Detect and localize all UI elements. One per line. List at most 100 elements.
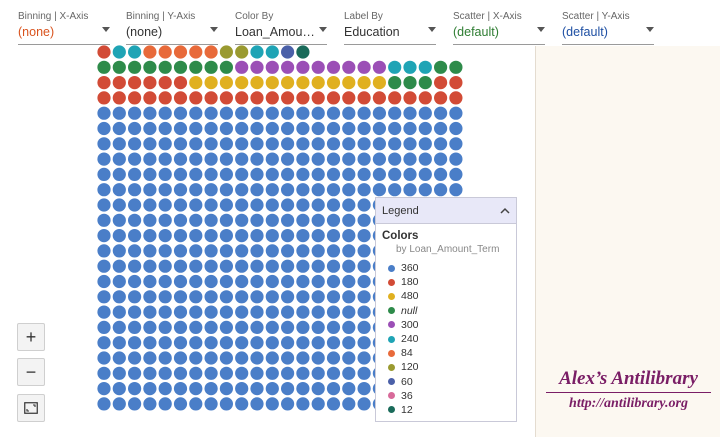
unit-dot[interactable] xyxy=(128,336,142,350)
unit-dot[interactable] xyxy=(189,121,203,136)
scatter-y-axis-select[interactable]: Scatter | Y-Axis (default) xyxy=(562,10,654,45)
unit-dot[interactable] xyxy=(97,106,111,120)
unit-dot[interactable] xyxy=(128,382,142,396)
unit-dot[interactable] xyxy=(112,397,126,411)
unit-dot[interactable] xyxy=(326,183,341,197)
unit-dot[interactable] xyxy=(143,183,157,197)
unit-dot[interactable] xyxy=(281,152,295,166)
unit-dot[interactable] xyxy=(235,320,249,334)
unit-dot[interactable] xyxy=(204,137,218,151)
unit-dot[interactable] xyxy=(449,60,463,74)
unit-dot[interactable] xyxy=(449,152,463,166)
unit-dot[interactable] xyxy=(265,397,279,411)
unit-dot[interactable] xyxy=(342,290,356,304)
unit-dot[interactable] xyxy=(296,183,310,197)
unit-dot[interactable] xyxy=(235,290,249,304)
unit-dot[interactable] xyxy=(219,229,233,243)
unit-dot[interactable] xyxy=(128,229,142,243)
binning-y-axis-select[interactable]: Binning | Y-Axis (none) xyxy=(126,10,218,45)
unit-dot[interactable] xyxy=(342,382,356,396)
unit-dot[interactable] xyxy=(235,244,249,258)
unit-dot[interactable] xyxy=(388,121,402,136)
unit-dot[interactable] xyxy=(311,366,325,380)
unit-dot[interactable] xyxy=(342,366,356,380)
unit-dot[interactable] xyxy=(97,183,111,197)
unit-dot[interactable] xyxy=(204,229,218,243)
unit-dot[interactable] xyxy=(235,213,249,227)
unit-dot[interactable] xyxy=(173,336,188,350)
unit-dot[interactable] xyxy=(143,152,157,166)
binning-x-axis-select[interactable]: Binning | X-Axis (none) xyxy=(18,10,110,45)
unit-dot[interactable] xyxy=(265,351,279,365)
unit-dot[interactable] xyxy=(372,137,386,151)
unit-dot[interactable] xyxy=(250,76,264,90)
unit-dot[interactable] xyxy=(281,305,295,319)
unit-dot[interactable] xyxy=(204,305,218,319)
unit-dot[interactable] xyxy=(403,106,417,120)
unit-dot[interactable] xyxy=(342,259,356,273)
unit-dot[interactable] xyxy=(388,60,402,74)
unit-dot[interactable] xyxy=(281,336,295,350)
unit-dot[interactable] xyxy=(326,351,341,365)
unit-dot[interactable] xyxy=(143,305,157,319)
unit-dot[interactable] xyxy=(311,60,325,74)
unit-dot[interactable] xyxy=(173,244,188,258)
unit-dot[interactable] xyxy=(265,198,279,212)
unit-dot[interactable] xyxy=(158,106,172,120)
unit-dot[interactable] xyxy=(189,106,203,120)
unit-dot[interactable] xyxy=(357,183,371,197)
unit-dot[interactable] xyxy=(265,45,279,59)
unit-dot[interactable] xyxy=(281,229,295,243)
unit-dot[interactable] xyxy=(281,366,295,380)
unit-dot[interactable] xyxy=(128,320,142,334)
unit-dot[interactable] xyxy=(281,351,295,365)
unit-dot[interactable] xyxy=(434,106,448,120)
unit-dot[interactable] xyxy=(235,397,249,411)
unit-dot[interactable] xyxy=(158,183,172,197)
unit-dot[interactable] xyxy=(326,320,341,334)
unit-dot[interactable] xyxy=(235,60,249,74)
unit-dot[interactable] xyxy=(143,290,157,304)
unit-dot[interactable] xyxy=(296,106,310,120)
unit-dot[interactable] xyxy=(112,137,126,151)
unit-dot[interactable] xyxy=(265,121,279,136)
unit-dot[interactable] xyxy=(97,91,111,105)
unit-dot[interactable] xyxy=(326,167,341,181)
unit-dot[interactable] xyxy=(173,397,188,411)
color-by-select[interactable]: Color By Loan_Amoun... xyxy=(235,10,327,45)
unit-dot[interactable] xyxy=(204,198,218,212)
unit-dot[interactable] xyxy=(173,259,188,273)
unit-dot[interactable] xyxy=(418,76,432,90)
unit-dot[interactable] xyxy=(235,351,249,365)
unit-dot[interactable] xyxy=(449,137,463,151)
unit-dot[interactable] xyxy=(311,213,325,227)
unit-dot[interactable] xyxy=(219,213,233,227)
unit-dot[interactable] xyxy=(281,137,295,151)
unit-dot[interactable] xyxy=(296,244,310,258)
unit-dot[interactable] xyxy=(235,106,249,120)
unit-dot[interactable] xyxy=(128,274,142,289)
unit-dot[interactable] xyxy=(112,366,126,380)
unit-dot[interactable] xyxy=(403,137,417,151)
unit-dot[interactable] xyxy=(173,290,188,304)
unit-dot[interactable] xyxy=(281,121,295,136)
unit-dot[interactable] xyxy=(189,290,203,304)
unit-dot[interactable] xyxy=(189,213,203,227)
unit-dot[interactable] xyxy=(281,290,295,304)
unit-dot[interactable] xyxy=(128,290,142,304)
unit-dot[interactable] xyxy=(326,382,341,396)
unit-dot[interactable] xyxy=(403,152,417,166)
unit-dot[interactable] xyxy=(219,305,233,319)
unit-dot[interactable] xyxy=(143,137,157,151)
unit-dot[interactable] xyxy=(173,106,188,120)
unit-dot[interactable] xyxy=(173,45,188,59)
unit-dot[interactable] xyxy=(342,137,356,151)
unit-dot[interactable] xyxy=(235,91,249,105)
unit-dot[interactable] xyxy=(128,351,142,365)
unit-dot[interactable] xyxy=(143,320,157,334)
unit-dot[interactable] xyxy=(311,106,325,120)
unit-dot[interactable] xyxy=(173,213,188,227)
unit-dot[interactable] xyxy=(219,167,233,181)
unit-dot[interactable] xyxy=(235,121,249,136)
unit-dot[interactable] xyxy=(326,336,341,350)
